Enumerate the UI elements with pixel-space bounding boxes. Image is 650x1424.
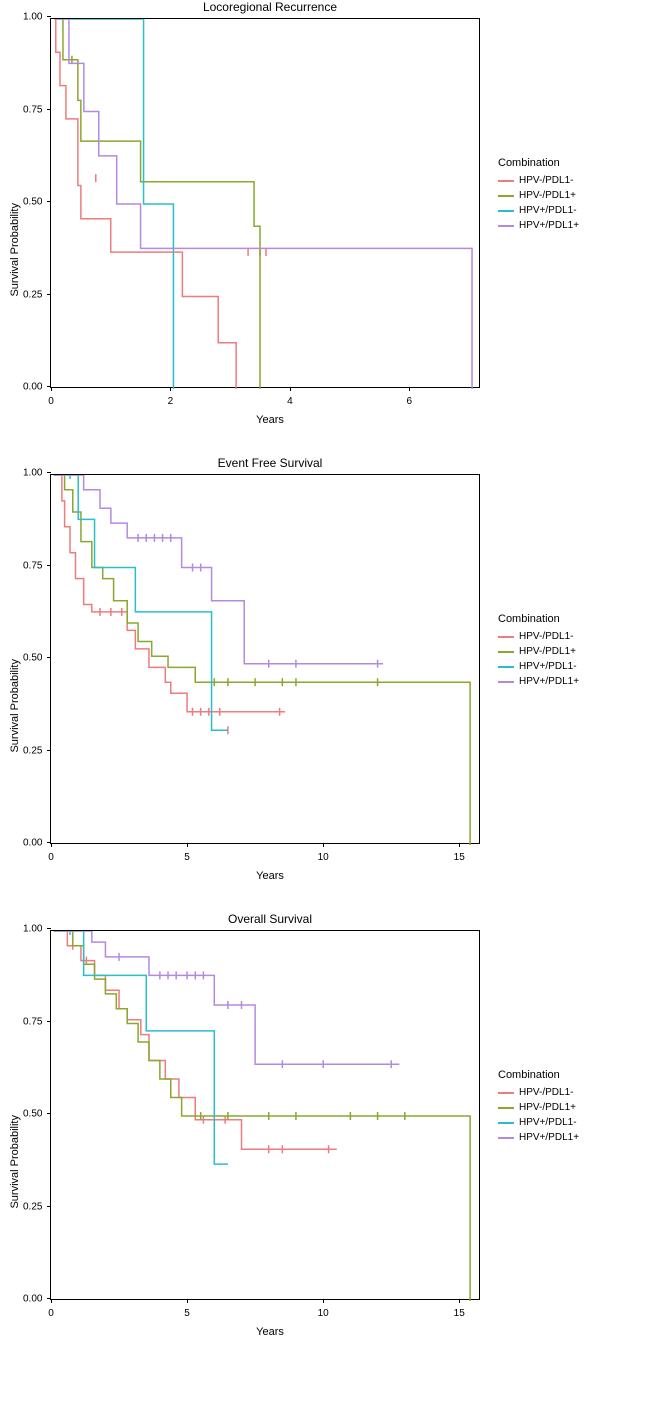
legend-swatch <box>498 636 514 638</box>
legend-swatch <box>498 1092 514 1094</box>
chart: Locoregional Recurrence Survival Probabil… <box>0 0 650 426</box>
legend-label: HPV+/PDL1- <box>519 661 577 672</box>
x-tick-label: 10 <box>318 852 329 863</box>
plot-area: Survival Probability0.000.250.500.751.00… <box>50 474 480 844</box>
survival-curve <box>56 931 227 1164</box>
legend-label: HPV+/PDL1- <box>519 1117 577 1128</box>
legend-swatch <box>498 180 514 182</box>
legend-item: HPV+/PDL1+ <box>498 220 650 231</box>
y-tick-label: 0.00 <box>23 1294 42 1305</box>
y-tick-label: 0.00 <box>23 382 42 393</box>
legend-label: HPV+/PDL1+ <box>519 220 579 231</box>
legend-swatch <box>498 1137 514 1139</box>
plot-area: Survival Probability0.000.250.500.751.00… <box>50 18 480 388</box>
y-tick-label: 0.75 <box>23 560 42 571</box>
survival-curve <box>54 475 285 712</box>
legend-item: HPV+/PDL1+ <box>498 676 650 687</box>
x-tick-label: 5 <box>184 1308 190 1319</box>
x-tick-label: 0 <box>48 396 54 407</box>
chart-title: Event Free Survival <box>50 456 490 470</box>
y-tick-label: 0.75 <box>23 1016 42 1027</box>
survival-curve <box>54 931 470 1301</box>
survival-curve <box>54 475 470 845</box>
y-axis-label: Survival Probability <box>9 203 21 297</box>
legend-label: HPV-/PDL1- <box>519 1087 573 1098</box>
y-axis-label: Survival Probability <box>9 659 21 753</box>
y-tick-label: 0.50 <box>23 197 42 208</box>
x-tick-label: 5 <box>184 852 190 863</box>
y-tick-label: 0.25 <box>23 745 42 756</box>
y-tick-label: 0.75 <box>23 104 42 115</box>
legend-title: Combination <box>498 1069 650 1081</box>
y-tick-label: 1.00 <box>23 12 42 23</box>
x-axis-label: Years <box>50 870 490 882</box>
x-tick-label: 0 <box>48 852 54 863</box>
survival-curve <box>56 475 227 730</box>
x-tick-label: 6 <box>407 396 413 407</box>
legend-item: HPV+/PDL1- <box>498 1117 650 1128</box>
y-tick-label: 0.25 <box>23 289 42 300</box>
x-tick-label: 0 <box>48 1308 54 1319</box>
plot-area: Survival Probability0.000.250.500.751.00… <box>50 930 480 1300</box>
x-tick-label: 2 <box>168 396 174 407</box>
y-tick-label: 0.00 <box>23 838 42 849</box>
y-tick-label: 0.50 <box>23 1109 42 1120</box>
legend-label: HPV-/PDL1- <box>519 631 573 642</box>
x-tick-label: 15 <box>454 1308 465 1319</box>
survival-curve <box>57 19 173 389</box>
x-tick-label: 4 <box>287 396 293 407</box>
legend-label: HPV-/PDL1+ <box>519 1102 576 1113</box>
y-tick-label: 0.25 <box>23 1201 42 1212</box>
x-tick-label: 15 <box>454 852 465 863</box>
legend-label: HPV-/PDL1- <box>519 175 573 186</box>
survival-curve <box>56 19 472 389</box>
legend-item: HPV+/PDL1+ <box>498 1132 650 1143</box>
series-svg <box>51 475 481 845</box>
legend-swatch <box>498 651 514 653</box>
x-tick-label: 10 <box>318 1308 329 1319</box>
legend: Combination HPV-/PDL1- HPV-/PDL1+ HPV+/PDL1… <box>490 0 650 390</box>
legend-title: Combination <box>498 157 650 169</box>
legend-swatch <box>498 195 514 197</box>
legend-swatch <box>498 666 514 668</box>
legend-item: HPV-/PDL1- <box>498 631 650 642</box>
chart: Event Free SurvivalSurvival Probability0… <box>0 456 650 882</box>
legend-item: HPV+/PDL1- <box>498 661 650 672</box>
legend-item: HPV-/PDL1- <box>498 1087 650 1098</box>
y-axis-label: Survival Probability <box>9 1115 21 1209</box>
legend-label: HPV+/PDL1+ <box>519 676 579 687</box>
chart-title: Locoregional Recurrence <box>50 0 490 14</box>
legend-label: HPV+/PDL1- <box>519 205 577 216</box>
legend-item: HPV-/PDL1+ <box>498 1102 650 1113</box>
legend-swatch <box>498 225 514 227</box>
legend-item: HPV+/PDL1- <box>498 205 650 216</box>
legend-item: HPV-/PDL1+ <box>498 646 650 657</box>
legend-swatch <box>498 681 514 683</box>
legend-label: HPV-/PDL1+ <box>519 190 576 201</box>
x-axis-label: Years <box>50 414 490 426</box>
series-svg <box>51 931 481 1301</box>
legend-swatch <box>498 210 514 212</box>
legend-label: HPV-/PDL1+ <box>519 646 576 657</box>
series-svg <box>51 19 481 389</box>
survival-curve <box>54 931 400 1064</box>
y-tick-label: 1.00 <box>23 468 42 479</box>
y-tick-label: 1.00 <box>23 924 42 935</box>
legend: Combination HPV-/PDL1- HPV-/PDL1+ HPV+/PDL1… <box>490 912 650 1302</box>
legend-item: HPV-/PDL1+ <box>498 190 650 201</box>
y-tick-label: 0.50 <box>23 653 42 664</box>
legend-swatch <box>498 1122 514 1124</box>
legend-label: HPV+/PDL1+ <box>519 1132 579 1143</box>
chart-title: Overall Survival <box>50 912 490 926</box>
legend-item: HPV-/PDL1- <box>498 175 650 186</box>
legend-title: Combination <box>498 613 650 625</box>
chart: Overall SurvivalSurvival Probability0.00… <box>0 912 650 1338</box>
legend-swatch <box>498 1107 514 1109</box>
x-axis-label: Years <box>50 1326 490 1338</box>
legend: Combination HPV-/PDL1- HPV-/PDL1+ HPV+/PDL1… <box>490 456 650 846</box>
